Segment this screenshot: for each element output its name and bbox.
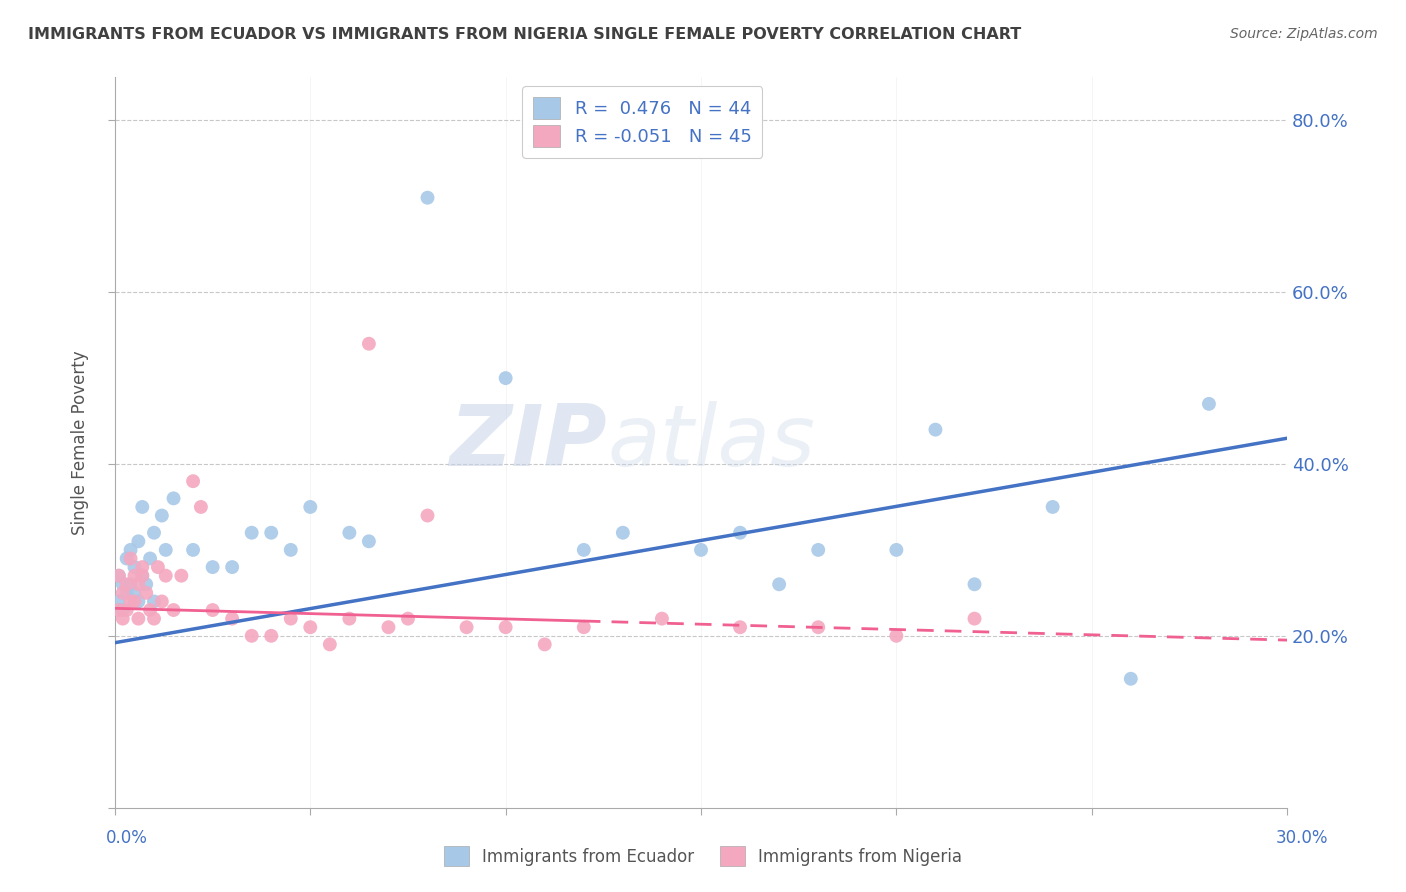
Point (728, 620, 751, 634)
Point (416, 508, 439, 523)
Point (120, 551, 142, 566)
Point (155, 568, 177, 582)
Point (115, 577, 138, 591)
Point (143, 525, 166, 540)
Point (181, 474, 204, 488)
Point (963, 577, 986, 591)
Point (162, 603, 184, 617)
Point (115, 603, 138, 617)
Point (108, 594, 131, 608)
Point (886, 542, 908, 557)
Point (807, 542, 830, 557)
Point (416, 191, 439, 205)
Text: 0.0%: 0.0% (105, 829, 148, 847)
Point (495, 371, 517, 385)
Point (299, 620, 322, 634)
Point (143, 612, 166, 626)
Point (495, 620, 517, 634)
Point (127, 594, 149, 608)
Point (963, 612, 986, 626)
Point (190, 500, 212, 514)
Point (127, 577, 149, 591)
Point (111, 586, 134, 600)
Point (131, 500, 153, 514)
Point (886, 629, 908, 643)
Point (337, 612, 360, 626)
Point (1042, 500, 1064, 514)
Point (260, 629, 283, 643)
Point (181, 542, 204, 557)
Point (807, 620, 830, 634)
Point (150, 594, 173, 608)
Point (115, 551, 138, 566)
Point (124, 594, 146, 608)
Text: ZIP: ZIP (450, 401, 607, 484)
Point (127, 612, 149, 626)
Point (111, 577, 134, 591)
Point (1198, 397, 1220, 411)
Point (127, 534, 149, 549)
Point (115, 586, 138, 600)
Point (533, 637, 555, 651)
Point (124, 568, 146, 582)
Point (280, 542, 302, 557)
Point (131, 568, 153, 582)
Point (201, 560, 224, 574)
Point (221, 560, 243, 574)
Point (612, 525, 634, 540)
Point (456, 620, 478, 634)
Point (135, 586, 157, 600)
Point (155, 542, 177, 557)
Point (124, 560, 146, 574)
Text: atlas: atlas (607, 401, 815, 484)
Text: IMMIGRANTS FROM ECUADOR VS IMMIGRANTS FROM NIGERIA SINGLE FEMALE POVERTY CORRELA: IMMIGRANTS FROM ECUADOR VS IMMIGRANTS FR… (28, 27, 1021, 42)
Text: Source: ZipAtlas.com: Source: ZipAtlas.com (1230, 27, 1378, 41)
Point (131, 560, 153, 574)
Point (221, 612, 243, 626)
Legend: Immigrants from Ecuador, Immigrants from Nigeria: Immigrants from Ecuador, Immigrants from… (436, 838, 970, 875)
Point (131, 568, 153, 582)
Point (139, 551, 162, 566)
Point (143, 594, 166, 608)
Point (135, 577, 157, 591)
Text: 30.0%: 30.0% (1277, 829, 1329, 847)
Legend: R =  0.476   N = 44, R = -0.051   N = 45: R = 0.476 N = 44, R = -0.051 N = 45 (523, 87, 762, 158)
Point (337, 525, 360, 540)
Point (111, 603, 134, 617)
Point (240, 525, 263, 540)
Point (299, 500, 322, 514)
Point (357, 534, 380, 549)
Point (396, 612, 419, 626)
Point (162, 491, 184, 506)
Point (170, 568, 193, 582)
Point (150, 508, 173, 523)
Point (120, 542, 142, 557)
Point (108, 568, 131, 582)
Point (768, 577, 790, 591)
Point (728, 525, 751, 540)
Point (357, 336, 380, 351)
Point (280, 612, 302, 626)
Point (139, 603, 162, 617)
Point (108, 568, 131, 582)
Point (120, 594, 142, 608)
Point (319, 637, 342, 651)
Point (111, 612, 134, 626)
Point (924, 423, 946, 437)
Point (120, 577, 142, 591)
Point (240, 629, 263, 643)
Point (124, 586, 146, 600)
Point (572, 542, 595, 557)
Point (572, 620, 595, 634)
Point (260, 525, 283, 540)
Point (1119, 672, 1142, 686)
Point (690, 542, 713, 557)
Point (651, 612, 673, 626)
Point (108, 603, 131, 617)
Point (146, 560, 169, 574)
Y-axis label: Single Female Poverty: Single Female Poverty (72, 351, 89, 535)
Point (377, 620, 399, 634)
Point (201, 603, 224, 617)
